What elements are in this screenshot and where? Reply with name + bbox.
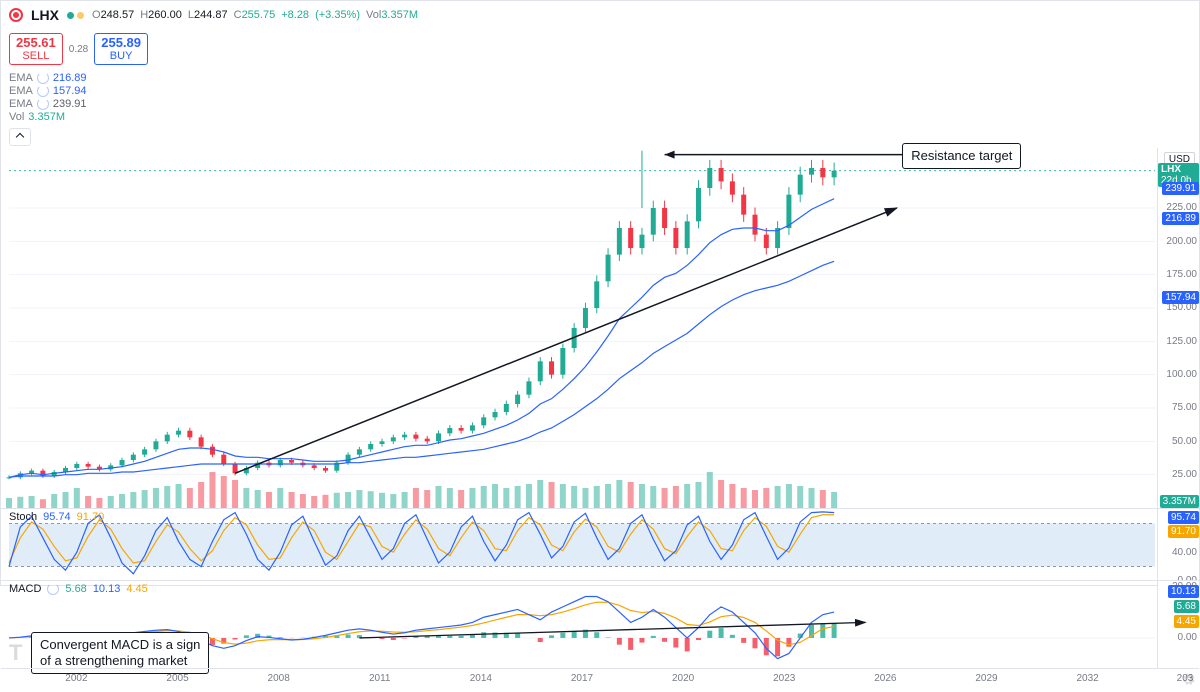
indicator-ema2[interactable]: EMA 157.94 bbox=[9, 85, 1191, 97]
indicator-vol[interactable]: Vol 3.357M bbox=[9, 111, 1191, 123]
ohlc-readout: O248.57 H260.00 L244.87 C255.75 +8.28 (+… bbox=[92, 9, 418, 21]
macd-annotation: Convergent MACD is a sign of a strengthe… bbox=[31, 632, 209, 673]
refresh-icon bbox=[47, 583, 59, 595]
stoch-y-axis[interactable]: 0.0040.0095.7491.70 bbox=[1157, 509, 1199, 580]
stoch-panel[interactable]: Stoch 95.74 91.70 0.0040.0095.7491.70 bbox=[1, 508, 1199, 580]
macd-panel[interactable]: MACD 5.68 10.13 4.45 Convergent MACD is … bbox=[1, 580, 1199, 668]
collapse-indicator-button[interactable] bbox=[9, 128, 31, 146]
chart-area: Resistance target USD 25.0050.0075.00100… bbox=[1, 148, 1199, 692]
stoch-label[interactable]: Stoch 95.74 91.70 bbox=[9, 511, 104, 523]
spread-value: 0.28 bbox=[69, 44, 88, 55]
currency-selector[interactable]: USD bbox=[1164, 152, 1195, 167]
gear-icon[interactable] bbox=[1181, 673, 1195, 687]
refresh-icon bbox=[37, 85, 49, 97]
macd-label[interactable]: MACD 5.68 10.13 4.45 bbox=[9, 583, 148, 595]
indicator-ema3[interactable]: EMA 239.91 bbox=[9, 98, 1191, 110]
refresh-icon bbox=[37, 98, 49, 110]
macd-y-axis[interactable]: 0.0020.0010.135.684.45 bbox=[1157, 581, 1199, 668]
price-y-axis[interactable]: USD 25.0050.0075.00100.00125.00150.00175… bbox=[1157, 148, 1199, 508]
chevron-up-icon bbox=[16, 133, 24, 141]
refresh-icon bbox=[37, 72, 49, 84]
x-axis[interactable]: 2002200520082011201420172020202320262029… bbox=[1, 668, 1199, 692]
bid-ask-row: 255.61 SELL 0.28 255.89 BUY bbox=[1, 29, 1199, 69]
symbol-icon bbox=[9, 8, 23, 22]
indicator-list: EMA 216.89 EMA 157.94 EMA 239.91 Vol 3.3… bbox=[1, 69, 1199, 126]
chart-header: LHX O248.57 H260.00 L244.87 C255.75 +8.2… bbox=[1, 1, 1199, 29]
buy-button[interactable]: 255.89 BUY bbox=[94, 33, 148, 65]
sell-button[interactable]: 255.61 SELL bbox=[9, 33, 63, 65]
watermark: T bbox=[9, 640, 20, 666]
symbol[interactable]: LHX bbox=[31, 7, 59, 23]
indicator-ema1[interactable]: EMA 216.89 bbox=[9, 72, 1191, 84]
price-panel[interactable]: Resistance target USD 25.0050.0075.00100… bbox=[1, 148, 1199, 508]
resistance-annotation: Resistance target bbox=[902, 143, 1021, 169]
market-status-dots bbox=[67, 12, 84, 19]
